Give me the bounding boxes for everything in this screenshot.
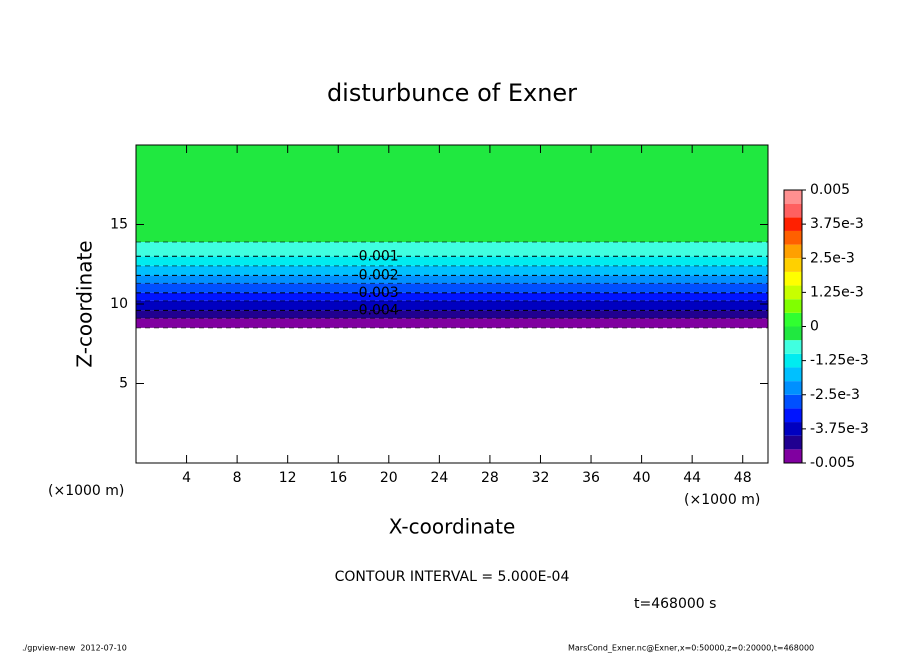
- contour-label: -0.002: [354, 267, 399, 283]
- x-tick-label: 32: [532, 470, 550, 486]
- contour-band: [136, 265, 768, 276]
- x-tick-label: 12: [279, 470, 297, 486]
- chart-title: disturbunce of Exner: [327, 79, 577, 107]
- y-tick-label: 5: [119, 376, 128, 392]
- y-tick-label: 15: [110, 217, 128, 233]
- colorbar-band: [784, 244, 802, 259]
- time-label: t=468000 s: [634, 596, 716, 612]
- colorbar-band: [784, 326, 802, 341]
- colorbar-band: [784, 394, 802, 409]
- colorbar-band: [784, 312, 802, 327]
- colorbar-band: [784, 367, 802, 382]
- contour-band: [136, 241, 768, 257]
- contour-band: [136, 300, 768, 311]
- colorbar-band: [784, 230, 802, 245]
- x-tick-label: 48: [734, 470, 752, 486]
- contour-label: -0.004: [354, 302, 399, 318]
- x-unit-left: (×1000 m): [48, 483, 124, 499]
- colorbar-tick-label: 2.5e-3: [810, 250, 855, 266]
- y-axis-label: Z-coordinate: [73, 240, 97, 367]
- colorbar-tick-label: -2.5e-3: [810, 387, 860, 403]
- x-tick-label: 44: [683, 470, 701, 486]
- colorbar-band: [784, 258, 802, 272]
- x-tick-label: 24: [430, 470, 448, 486]
- colorbar-band: [784, 353, 802, 368]
- colorbar-band: [784, 422, 802, 436]
- colorbar-tick-label: -3.75e-3: [810, 421, 869, 437]
- x-tick-label: 20: [380, 470, 398, 486]
- contour-label: -0.003: [354, 285, 399, 301]
- contour-band: [136, 256, 768, 266]
- contour-interval: CONTOUR INTERVAL = 5.000E-04: [335, 569, 570, 585]
- contour-band: [136, 283, 768, 293]
- colorbar-tick-label: 0: [810, 319, 819, 335]
- colorbar-tick-label: 3.75e-3: [810, 216, 864, 232]
- colorbar-band: [784, 299, 802, 313]
- colorbar-band: [784, 381, 802, 395]
- contour-band: [136, 275, 768, 284]
- colorbar-tick-label: -0.005: [810, 455, 855, 471]
- colorbar-band: [784, 190, 802, 204]
- footer-left: ./gpview-new 2012-07-10: [22, 644, 127, 653]
- colorbar-tick-label: 1.25e-3: [810, 284, 864, 300]
- footer-right: MarsCond_Exner.nc@Exner,x=0:50000,z=0:20…: [568, 644, 814, 653]
- contour-band: [136, 318, 768, 328]
- colorbar-band: [784, 271, 802, 286]
- x-axis-label: X-coordinate: [389, 515, 516, 539]
- colorbar-band: [784, 449, 802, 463]
- x-tick-label: 40: [633, 470, 651, 486]
- colorbar-band: [784, 203, 802, 218]
- contour-band: [136, 292, 768, 301]
- x-tick-label: 16: [329, 470, 347, 486]
- colorbar-band: [784, 340, 802, 354]
- colorbar-tick-label: 0.005: [810, 182, 850, 198]
- colorbar-band: [784, 435, 802, 450]
- colorbar-band: [784, 217, 802, 231]
- contour-band: [136, 310, 768, 319]
- colorbar-band: [784, 285, 802, 300]
- colorbar-band: [784, 408, 802, 423]
- y-tick-label: 10: [110, 296, 128, 312]
- contour-band: [136, 145, 768, 242]
- x-tick-label: 28: [481, 470, 499, 486]
- contour-label: -0.001: [354, 248, 399, 264]
- x-unit-right: (×1000 m): [684, 492, 760, 508]
- colorbar-tick-label: -1.25e-3: [810, 353, 869, 369]
- x-tick-label: 4: [182, 470, 191, 486]
- x-tick-label: 36: [582, 470, 600, 486]
- x-tick-label: 8: [233, 470, 242, 486]
